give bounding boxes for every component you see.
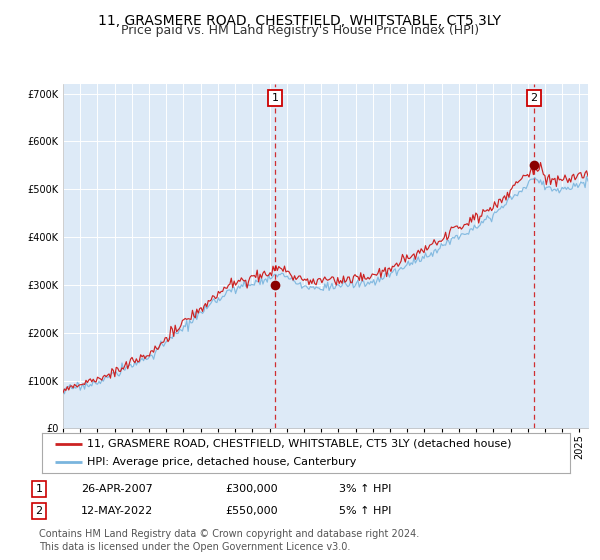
Text: 1: 1 — [35, 484, 43, 494]
Text: 2: 2 — [530, 93, 538, 103]
Text: 5% ↑ HPI: 5% ↑ HPI — [339, 506, 391, 516]
Text: 3% ↑ HPI: 3% ↑ HPI — [339, 484, 391, 494]
Text: 2: 2 — [35, 506, 43, 516]
Text: 26-APR-2007: 26-APR-2007 — [81, 484, 153, 494]
Text: 1: 1 — [272, 93, 278, 103]
Text: Price paid vs. HM Land Registry's House Price Index (HPI): Price paid vs. HM Land Registry's House … — [121, 24, 479, 37]
Text: HPI: Average price, detached house, Canterbury: HPI: Average price, detached house, Cant… — [87, 458, 356, 467]
Text: £550,000: £550,000 — [225, 506, 278, 516]
Text: Contains HM Land Registry data © Crown copyright and database right 2024.
This d: Contains HM Land Registry data © Crown c… — [39, 529, 419, 552]
Text: 11, GRASMERE ROAD, CHESTFIELD, WHITSTABLE, CT5 3LY (detached house): 11, GRASMERE ROAD, CHESTFIELD, WHITSTABL… — [87, 439, 511, 449]
Text: £300,000: £300,000 — [225, 484, 278, 494]
Text: 11, GRASMERE ROAD, CHESTFIELD, WHITSTABLE, CT5 3LY: 11, GRASMERE ROAD, CHESTFIELD, WHITSTABL… — [98, 14, 502, 28]
Text: 12-MAY-2022: 12-MAY-2022 — [81, 506, 153, 516]
